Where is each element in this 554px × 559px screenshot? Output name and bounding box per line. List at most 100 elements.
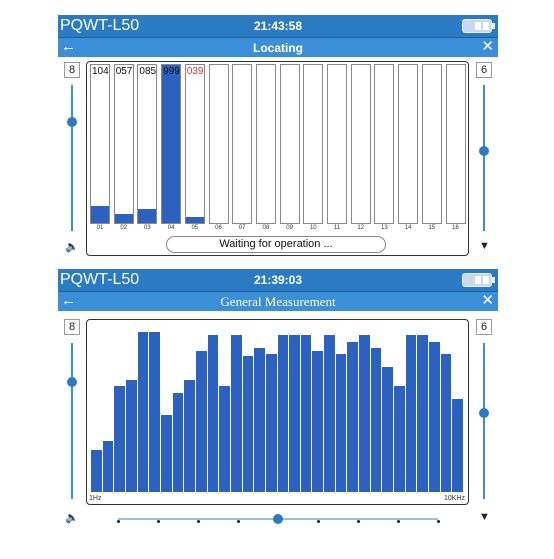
right-gain-slider[interactable] (483, 85, 485, 231)
spectrum-bar (91, 450, 102, 492)
channel-label: 07 (238, 225, 246, 231)
slider-step-dot (396, 520, 400, 523)
right-gain-box[interactable]: 6 (476, 319, 492, 335)
spectrum-bar (312, 351, 324, 492)
title-bar: ← General Measurement ✕ (58, 291, 498, 311)
channel-label: 13 (381, 225, 388, 231)
left-gain-box[interactable]: 8 (64, 319, 80, 335)
spectrum-bar (347, 341, 359, 492)
spectrum-bar (405, 335, 417, 492)
left-gain-slider[interactable] (71, 85, 73, 231)
channel-label: 10 (309, 225, 317, 231)
spectrum-bar (242, 356, 254, 492)
back-arrow-icon[interactable]: ← (61, 292, 76, 309)
channel-label: 16 (452, 225, 459, 231)
slider-step-dot (356, 520, 360, 523)
spectrum-bar (265, 354, 277, 492)
status-bar: PQWT-L50 21:43:58 (58, 15, 498, 37)
back-arrow-icon[interactable]: ← (61, 38, 76, 55)
slider-step-dot (236, 520, 240, 523)
channel-label: 12 (357, 225, 365, 231)
channel-label: 09 (286, 225, 293, 231)
general-measurement-screen: PQWT-L50 21:39:03 ← General Measurement … (58, 269, 498, 535)
spectrum-bar (149, 332, 160, 492)
channel-label: 05 (191, 225, 199, 231)
left-gain-slider-knob[interactable] (67, 377, 77, 387)
channel-label: 02 (120, 225, 128, 231)
channel-01: 104 (90, 64, 110, 224)
channel-12 (350, 64, 371, 224)
clock: 21:39:03 (253, 273, 303, 287)
spectrum-bar (300, 335, 312, 492)
channel-14 (398, 64, 419, 224)
right-gain-box[interactable]: 6 (476, 62, 492, 78)
spectrum-bar (324, 335, 335, 492)
left-gain-slider-knob[interactable] (67, 116, 77, 127)
slider-step-dot (436, 520, 440, 523)
channel-label: 14 (404, 225, 412, 231)
channel-08 (255, 64, 276, 224)
spectrum-bar (417, 335, 429, 492)
channel-11 (327, 64, 347, 224)
battery-icon (462, 19, 495, 33)
channel-level-bar (114, 213, 133, 223)
frequency-slider-knob[interactable] (273, 514, 283, 524)
channel-reading: 999 (163, 66, 180, 77)
device-name: PQWT-L50 (60, 271, 140, 288)
slider-step-dot (196, 520, 200, 523)
channel-05: 039 (184, 64, 205, 224)
spectrum-bar (254, 348, 265, 492)
status-message: Waiting for operation ... (166, 236, 386, 253)
screen-title: Locating (253, 41, 303, 55)
channel-16 (445, 64, 466, 224)
spectrum-bar (102, 440, 114, 492)
channel-label: 11 (333, 225, 341, 231)
spectrum-bar (160, 415, 172, 492)
locating-screen: PQWT-L50 21:43:58 ← Locating ✕ 8 🔈 104 01… (58, 15, 498, 258)
spectrum-bar (440, 354, 452, 492)
spectrum-bar (277, 335, 289, 492)
channel-reading: 057 (115, 66, 133, 77)
spectrum-bar (230, 335, 242, 492)
left-gain-slider[interactable] (71, 343, 73, 499)
left-gain-box[interactable]: 8 (64, 62, 80, 78)
channel-13 (374, 64, 395, 224)
channel-label: 03 (144, 225, 151, 231)
channel-label: 06 (215, 225, 222, 231)
clock: 21:43:58 (253, 19, 303, 33)
x-min-label: 1Hz (89, 495, 102, 502)
status-bar: PQWT-L50 21:39:03 (58, 269, 498, 291)
speaker-icon[interactable]: 🔈 (65, 241, 79, 253)
channel-level-bar (138, 208, 157, 223)
screen-title: General Measurement (220, 294, 336, 309)
filter-icon[interactable]: ▼ (479, 240, 490, 252)
spectrum-bar (429, 341, 440, 492)
spectrum-bar (207, 335, 219, 492)
channel-reading: 104 (92, 66, 109, 77)
channel-level-bar (91, 205, 109, 223)
spectrum-plot: 1Hz 10KHz (86, 319, 469, 505)
title-bar: ← Locating ✕ (58, 37, 498, 57)
filter-icon[interactable]: ▼ (479, 511, 490, 523)
channel-03: 085 (137, 64, 158, 224)
spectrum-bar (382, 367, 394, 492)
speaker-icon[interactable]: 🔈 (65, 512, 79, 524)
channel-label: 01 (96, 225, 104, 231)
channel-10 (303, 64, 324, 224)
right-gain-slider-knob[interactable] (479, 145, 489, 156)
right-gain-slider-knob[interactable] (479, 408, 489, 419)
channel-04: 999 (161, 64, 182, 224)
channel-reading: 085 (139, 66, 157, 77)
spectrum-bar (394, 386, 405, 492)
spectrum-bar (184, 380, 195, 492)
spectrum-bar (172, 392, 184, 492)
close-icon[interactable]: ✕ (481, 292, 494, 309)
spectrum-bar (452, 399, 463, 492)
spectrum-bar (137, 332, 149, 492)
close-icon[interactable]: ✕ (481, 38, 494, 55)
spectrum-bar (219, 386, 230, 492)
right-gain-slider[interactable] (483, 343, 485, 499)
channel-09 (279, 64, 300, 224)
channel-reading: 039 (186, 66, 204, 77)
channel-06 (208, 64, 229, 224)
